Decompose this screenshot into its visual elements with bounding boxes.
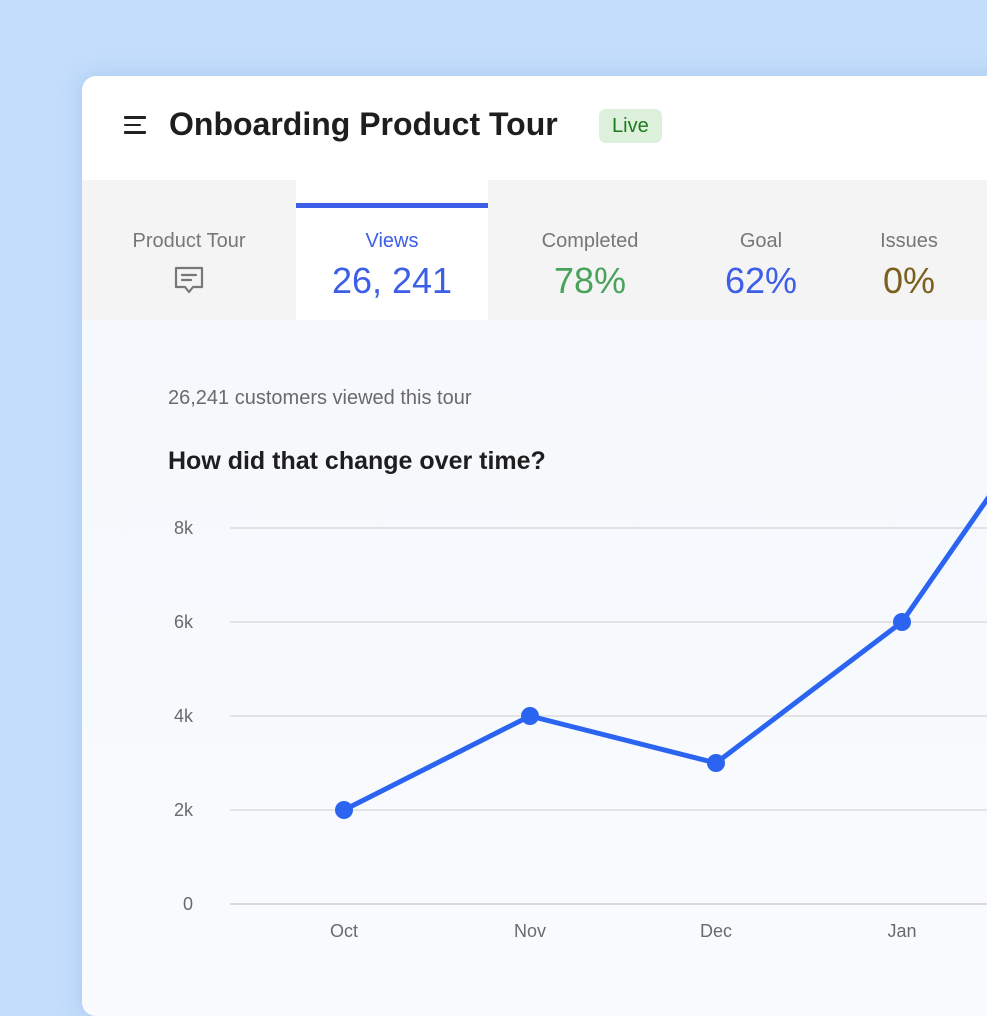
tab-label: Views bbox=[365, 230, 419, 252]
tab-value: 26, 241 bbox=[331, 260, 453, 301]
line-chart: 0 2k 4k 6k 8k Oct Nov Dec Jan bbox=[174, 495, 987, 941]
metrics-tabs: Product Tour Views 26, 241 Completed 78%… bbox=[82, 180, 987, 320]
series-line bbox=[342, 495, 987, 813]
menu-icon[interactable] bbox=[124, 116, 146, 134]
tab-product-tour[interactable]: Product Tour bbox=[82, 180, 296, 320]
tab-label: Goal bbox=[739, 230, 783, 252]
tab-value: 78% bbox=[553, 260, 627, 301]
x-tick-label: Oct bbox=[330, 921, 358, 941]
tab-label: Product Tour bbox=[132, 230, 246, 252]
chart-question: How did that change over time? bbox=[168, 447, 546, 475]
y-tick-label: 6k bbox=[174, 612, 194, 632]
x-tick-label: Jan bbox=[887, 921, 916, 941]
page-title: Onboarding Product Tour bbox=[169, 106, 558, 142]
x-tick-label: Nov bbox=[514, 921, 546, 941]
data-point bbox=[335, 801, 353, 819]
data-point bbox=[521, 707, 539, 725]
y-tick-label: 4k bbox=[174, 706, 194, 726]
tab-completed[interactable]: Completed 78% bbox=[500, 180, 680, 320]
tab-goal[interactable]: Goal 62% bbox=[691, 180, 831, 320]
chat-icon bbox=[174, 266, 204, 294]
status-badge: Live bbox=[599, 109, 662, 143]
tab-issues[interactable]: Issues 0% bbox=[849, 180, 969, 320]
y-tick-label: 8k bbox=[174, 518, 194, 538]
summary-text: 26,241 customers viewed this tour bbox=[168, 387, 472, 409]
tab-value: 0% bbox=[882, 260, 936, 301]
data-point bbox=[707, 754, 725, 772]
header: Onboarding Product Tour Live bbox=[82, 76, 987, 180]
active-tab-indicator bbox=[296, 203, 488, 208]
y-tick-label: 0 bbox=[183, 894, 193, 914]
tab-views[interactable]: Views 26, 241 bbox=[296, 180, 488, 320]
tab-label: Completed bbox=[541, 230, 639, 252]
x-tick-label: Dec bbox=[700, 921, 732, 941]
y-tick-label: 2k bbox=[174, 800, 194, 820]
tab-label: Issues bbox=[880, 230, 938, 252]
data-point bbox=[893, 613, 911, 631]
tour-card: Onboarding Product Tour Live Product Tou… bbox=[82, 76, 987, 1016]
chart-panel: 26,241 customers viewed this tour How di… bbox=[82, 320, 987, 1016]
tab-value: 62% bbox=[724, 260, 798, 301]
